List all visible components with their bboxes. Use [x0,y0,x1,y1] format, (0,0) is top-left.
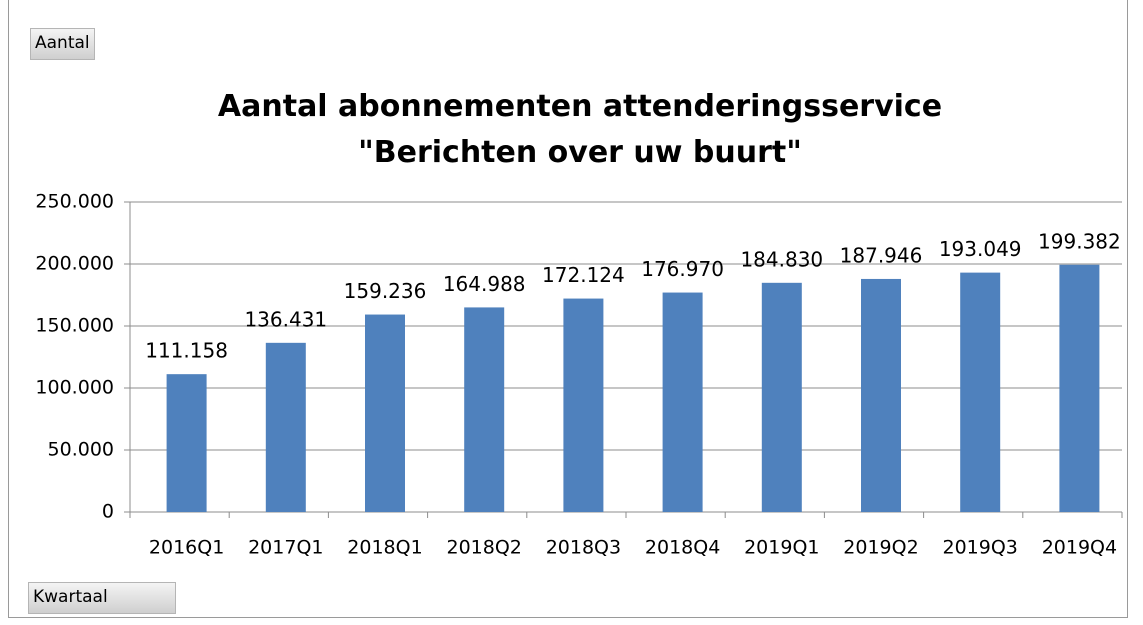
bar [265,342,306,512]
data-label: 184.830 [740,247,823,271]
data-label: 193.049 [939,237,1022,261]
data-label: 136.431 [244,307,327,331]
value-field-button[interactable]: Aantal [30,28,95,60]
bar [166,374,207,512]
axis-field-button[interactable]: Kwartaal [28,582,176,614]
y-tick-label: 200.000 [35,253,114,275]
data-label: 159.236 [344,279,427,303]
x-tick-label: 2018Q2 [446,537,521,559]
x-tick-label: 2019Q2 [843,537,918,559]
y-tick-label: 150.000 [35,315,114,337]
y-tick-label: 0 [102,501,114,523]
data-label: 111.158 [145,339,228,363]
chart-title: Aantal abonnementen attenderingsservice … [217,89,943,170]
bar [1059,264,1100,512]
bar [861,278,901,512]
data-label: 199.382 [1038,229,1121,253]
bar [662,292,703,512]
x-tick-label: 2019Q4 [1042,537,1117,559]
bar [365,314,405,512]
bar [464,307,505,512]
data-label: 164.988 [443,272,526,296]
x-tick-label: 2019Q1 [744,537,819,559]
x-tick-label: 2017Q1 [248,537,323,559]
y-tick-label: 100.000 [35,377,114,399]
x-tick-label: 2018Q1 [347,537,422,559]
x-tick-label: 2016Q1 [149,537,224,559]
bar [960,272,1001,512]
data-label: 176.970 [641,257,724,281]
bar [761,282,802,512]
data-label: 172.124 [542,263,625,287]
bar [563,298,604,512]
x-tick-label: 2018Q3 [546,537,621,559]
y-tick-label: 250.000 [35,191,114,213]
y-tick-label: 50.000 [48,439,114,461]
chart-frame [8,0,1128,618]
data-label: 187.946 [840,243,923,267]
x-tick-label: 2019Q3 [942,537,1017,559]
x-tick-label: 2018Q4 [645,537,720,559]
